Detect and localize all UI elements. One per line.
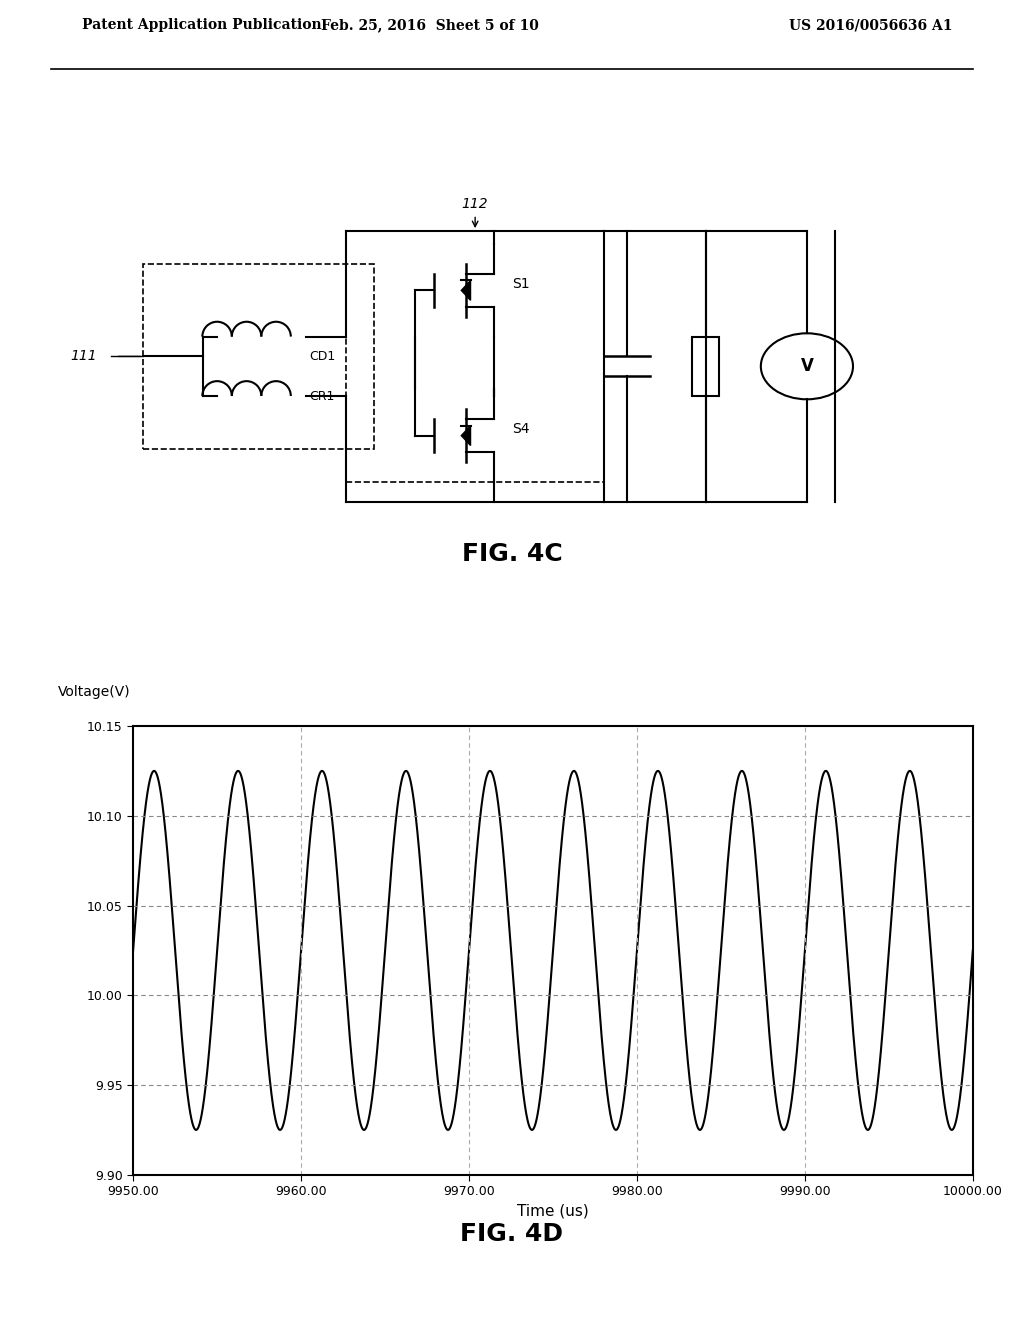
Text: 111: 111 xyxy=(71,350,97,363)
Bar xyxy=(143,264,374,449)
Text: US 2016/0056636 A1: US 2016/0056636 A1 xyxy=(788,18,952,33)
Text: FIG. 4D: FIG. 4D xyxy=(461,1222,563,1246)
Polygon shape xyxy=(462,425,471,446)
Text: S1: S1 xyxy=(512,277,529,290)
Polygon shape xyxy=(462,281,471,300)
X-axis label: Time (us): Time (us) xyxy=(517,1204,589,1218)
Bar xyxy=(692,337,720,396)
Text: V: V xyxy=(801,358,813,375)
Text: FIG. 4C: FIG. 4C xyxy=(462,543,562,566)
Bar xyxy=(346,231,604,482)
Text: CR1: CR1 xyxy=(309,389,335,403)
Text: Voltage(V): Voltage(V) xyxy=(57,685,130,700)
Text: Feb. 25, 2016  Sheet 5 of 10: Feb. 25, 2016 Sheet 5 of 10 xyxy=(322,18,539,33)
Text: 112: 112 xyxy=(462,197,488,211)
Text: CD1: CD1 xyxy=(309,350,336,363)
Text: Patent Application Publication: Patent Application Publication xyxy=(82,18,322,33)
Text: S4: S4 xyxy=(512,422,529,436)
